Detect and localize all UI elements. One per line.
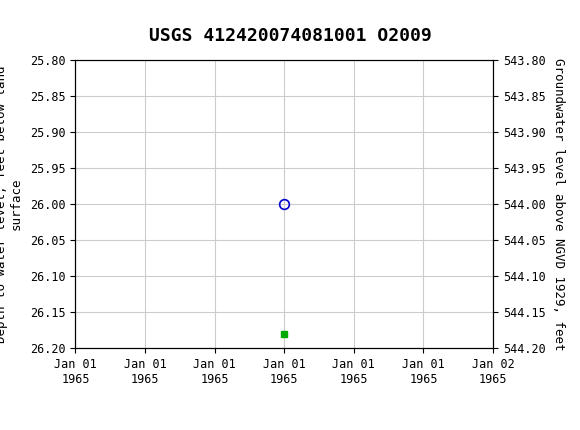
- Text: USGS 412420074081001 O2009: USGS 412420074081001 O2009: [148, 27, 432, 45]
- Legend: Period of approved data: Period of approved data: [186, 429, 382, 430]
- Y-axis label: Groundwater level above NGVD 1929, feet: Groundwater level above NGVD 1929, feet: [552, 58, 566, 350]
- Y-axis label: Depth to water level, feet below land
surface: Depth to water level, feet below land su…: [0, 65, 23, 343]
- Text: ≡USGS: ≡USGS: [3, 12, 90, 33]
